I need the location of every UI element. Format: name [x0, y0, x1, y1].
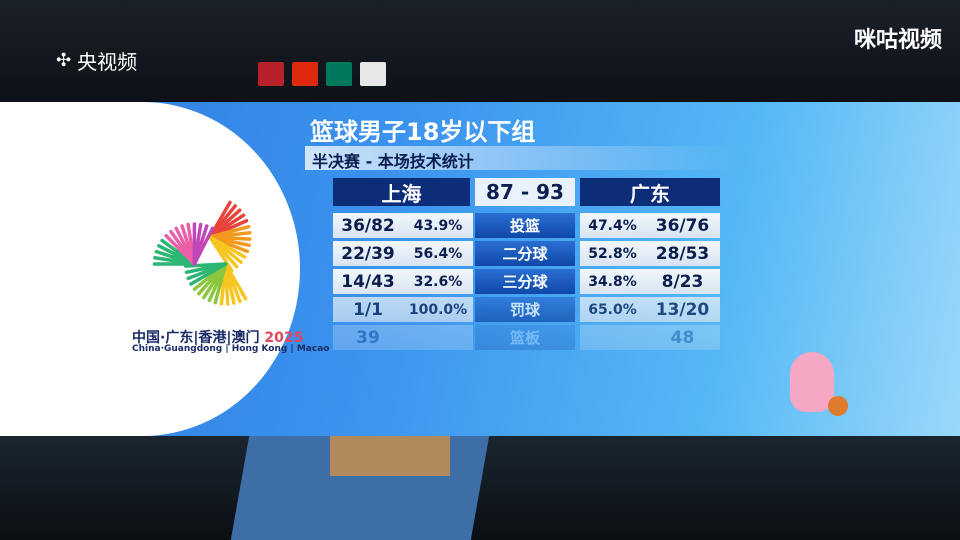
logo-petal [192, 226, 215, 266]
games-logo-icon [152, 200, 252, 306]
stat-label: 三分球 [475, 269, 575, 294]
stat-cell: 14/43 32.6% [333, 269, 473, 294]
logo-panel [0, 102, 300, 436]
away-team: 广东 [580, 178, 720, 206]
stat-cell: 36/82 43.9% [333, 213, 473, 238]
stat-cell: 34.8% 8/23 [580, 269, 720, 294]
away-made: 13/20 [655, 299, 710, 320]
flag [360, 62, 386, 86]
logo-subtext: China·Guangdong | Hong Kong | Macao [132, 344, 330, 354]
away-made: 36/76 [655, 215, 710, 236]
broadcaster-left: 央视频 [77, 50, 138, 74]
cctv-video-logo: ✣ 央视频 [56, 46, 137, 75]
stat-name: 罚球 [509, 301, 540, 319]
stat-name: 二分球 [502, 245, 548, 263]
home-made: 22/39 [341, 243, 395, 264]
flag-macao [326, 62, 352, 86]
migu-logo: 咪咕视频 [853, 28, 942, 53]
stat-cell: 22/39 56.4% [333, 241, 473, 266]
stat-cell: 65.0% 13/20 [580, 297, 720, 322]
home-pct: 43.9% [413, 217, 463, 234]
stat-cell: 47.4% 36/76 [580, 213, 720, 238]
stat-label: 二分球 [475, 241, 575, 266]
away-pct: 65.0% [588, 301, 637, 318]
stat-name: 篮板 [509, 329, 540, 347]
stat-cell: 52.8% 28/53 [580, 241, 720, 266]
home-pct: 32.6% [413, 273, 463, 290]
stat-label: 投篮 [475, 213, 575, 238]
basketball-icon [828, 396, 848, 416]
home-pct: 56.4% [413, 245, 463, 262]
arena-top [0, 0, 960, 102]
home-team: 上海 [333, 178, 470, 206]
stat-name: 投篮 [509, 217, 540, 235]
logo-text: 中国·广东|香港|澳门 2025 [132, 330, 304, 346]
away-made: 28/53 [655, 243, 710, 264]
stat-cell: 48 [580, 325, 720, 350]
subtitle-bar [305, 146, 735, 170]
home-made: 14/43 [341, 271, 395, 292]
stat-cell: 39 [333, 325, 473, 350]
flags [258, 62, 386, 86]
away-pct: 52.8% [588, 245, 637, 262]
home-pct: 100.0% [408, 301, 468, 318]
home-made: 1/1 [353, 299, 383, 320]
court-floor [330, 436, 450, 476]
home-made: 39 [356, 327, 380, 348]
away-pct: 47.4% [588, 217, 637, 234]
flag [258, 62, 284, 86]
score: 87 - 93 [475, 178, 575, 206]
away-pct: 34.8% [588, 273, 637, 290]
away-made: 48 [670, 327, 695, 348]
subtitle: 半决赛 - 本场技术统计 [312, 152, 474, 171]
page-title: 篮球男子18岁以下组 [310, 118, 536, 146]
away-made: 8/23 [661, 271, 704, 292]
stat-cell: 1/1 100.0% [333, 297, 473, 322]
stat-name: 三分球 [502, 273, 548, 291]
stat-label: 罚球 [475, 297, 575, 322]
home-made: 36/82 [341, 215, 395, 236]
mascot [790, 352, 834, 412]
stat-label: 篮板 [475, 325, 575, 350]
flag-china [292, 62, 318, 86]
